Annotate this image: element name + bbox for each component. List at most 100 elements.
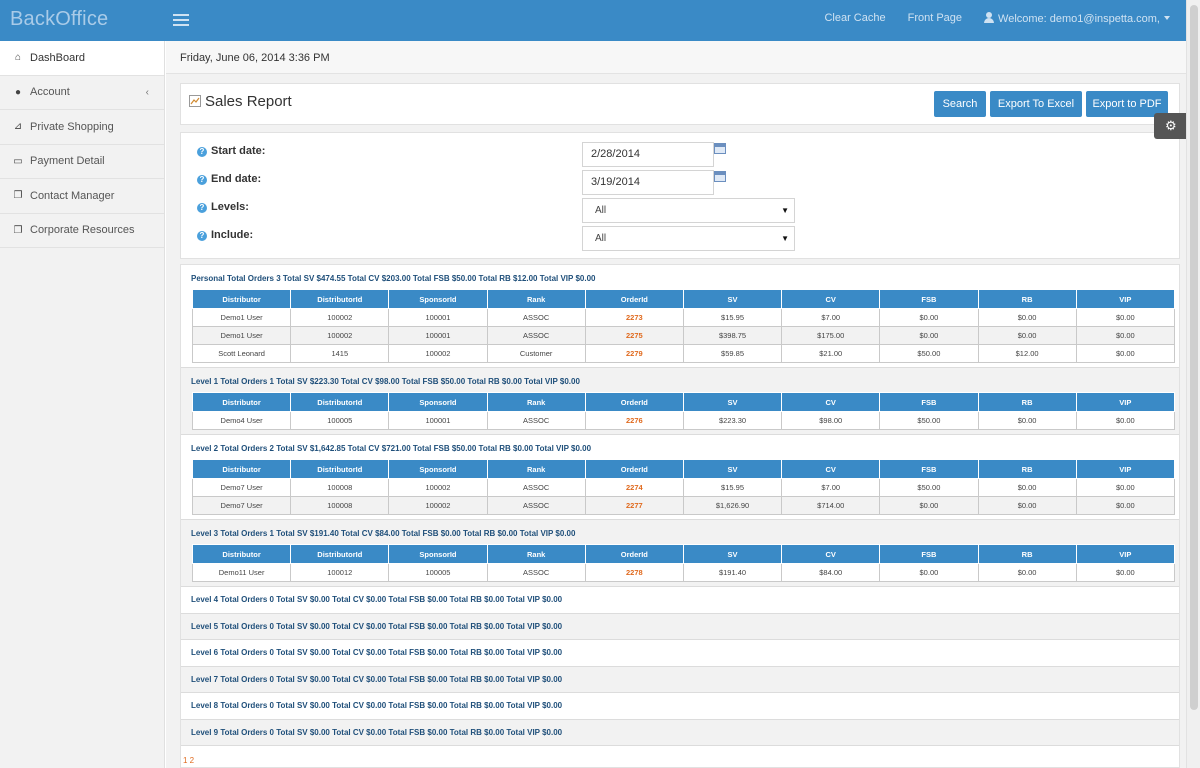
order-id-link[interactable]: 2277 [584,496,684,515]
column-header[interactable]: SponsorId [388,392,488,412]
user-icon: ● [14,86,22,98]
table-cell: $0.00 [977,563,1077,582]
column-header[interactable]: OrderId [584,289,684,309]
column-header[interactable]: SponsorId [388,459,488,479]
column-header[interactable]: Rank [486,544,586,564]
table-cell: $50.00 [879,411,979,430]
order-id-link[interactable]: 2278 [584,563,684,582]
start-date-input[interactable]: 2/28/2014 [582,142,714,167]
orders-table: Distributor DistributorId SponsorId Rank Ord… [191,289,1176,363]
column-header[interactable]: Rank [486,392,586,412]
dropdown-arrow-icon: ▼ [781,234,789,243]
empty-level-section: Level 9 Total Orders 0 Total SV $0.00 To… [181,719,1179,746]
column-header[interactable]: SponsorId [388,289,488,309]
start-date-label: ? Start date: [197,145,265,157]
table-row: Demo4 User 100005 100001 ASSOC 2276 $223.30 $9… [191,411,1176,430]
export-excel-button[interactable]: Export To Excel [990,91,1082,117]
user-menu[interactable]: Welcome: demo1@inspetta.com, [984,12,1170,25]
dropdown-arrow-icon: ▼ [781,206,789,215]
search-button[interactable]: Search [934,91,986,117]
column-header[interactable]: SV [682,544,783,564]
table-row: Demo7 User 100008 100002 ASSOC 2277 $1,626.90… [191,496,1176,515]
column-header[interactable]: DistributorId [290,459,390,479]
column-header[interactable]: Distributor [191,544,292,564]
column-header[interactable]: FSB [879,544,979,564]
sidebar: ⌂ DashBoard ● Account ‹ ⊿ Private Shoppi… [0,41,165,768]
column-header[interactable]: CV [781,459,881,479]
report-panel: Personal Total Orders 3 Total SV $474.55… [180,264,1180,768]
column-header[interactable]: VIP [1075,392,1176,412]
column-header[interactable]: VIP [1075,544,1176,564]
column-header[interactable]: CV [781,289,881,309]
column-header[interactable]: SV [682,392,783,412]
order-id-link[interactable]: 2279 [584,344,684,363]
column-header[interactable]: OrderId [584,392,684,412]
table-cell: $0.00 [1075,308,1176,327]
column-header[interactable]: SV [682,289,783,309]
column-header[interactable]: DistributorId [290,289,390,309]
order-id-link[interactable]: 2275 [584,326,684,345]
sidebar-item-account[interactable]: ● Account ‹ [0,76,164,110]
sidebar-item-private-shopping[interactable]: ⊿ Private Shopping [0,110,164,145]
order-id-link[interactable]: 2273 [584,308,684,327]
table-cell: $84.00 [781,563,881,582]
clear-cache-link[interactable]: Clear Cache [824,12,886,24]
column-header[interactable]: RB [977,289,1077,309]
table-row: Demo11 User 100012 100005 ASSOC 2278 $191.40 $… [191,563,1176,582]
column-header[interactable]: Rank [486,289,586,309]
column-header[interactable]: Distributor [191,289,292,309]
pagination[interactable]: 1 2 [183,756,195,765]
table-cell: 100001 [388,308,488,327]
levels-select[interactable]: All ▼ [582,198,795,223]
column-header[interactable]: Distributor [191,392,292,412]
column-header[interactable]: DistributorId [290,544,390,564]
column-header[interactable]: FSB [879,392,979,412]
table-cell: $0.00 [1075,326,1176,345]
export-pdf-button[interactable]: Export to PDF [1086,91,1168,117]
front-page-link[interactable]: Front Page [907,12,963,24]
order-id-link[interactable]: 2276 [584,411,684,430]
column-header[interactable]: VIP [1075,459,1176,479]
column-header[interactable]: SV [682,459,783,479]
scrollbar-thumb[interactable] [1190,5,1198,710]
table-cell: $0.00 [879,308,979,327]
main-content: Friday, June 06, 2014 3:36 PM Sales Repo… [166,41,1186,768]
column-header[interactable]: RB [977,544,1077,564]
column-header[interactable]: OrderId [584,544,684,564]
menu-toggle-icon[interactable] [173,14,189,26]
sidebar-item-corporate-resources[interactable]: ❐ Corporate Resources [0,214,164,248]
column-header[interactable]: OrderId [584,459,684,479]
scrollbar[interactable] [1186,0,1200,768]
table-cell: $0.00 [1075,478,1176,497]
column-header[interactable]: SponsorId [388,544,488,564]
level-summary: Level 9 Total Orders 0 Total SV $0.00 To… [191,727,563,737]
column-header[interactable]: Rank [486,459,586,479]
sidebar-item-payment-detail[interactable]: ▭ Payment Detail [0,145,164,179]
settings-button[interactable]: ⚙ [1154,113,1188,139]
end-date-input[interactable]: 3/19/2014 [582,170,714,195]
level-summary: Level 2 Total Orders 2 Total SV $1,642.8… [191,444,592,453]
table-cell: $0.00 [977,478,1077,497]
column-header[interactable]: RB [977,392,1077,412]
sidebar-item-dashboard[interactable]: ⌂ DashBoard [0,41,164,76]
table-cell: $12.00 [977,344,1077,363]
column-header[interactable]: DistributorId [290,392,390,412]
sidebar-item-contact-manager[interactable]: ❐ Contact Manager [0,179,164,214]
column-header[interactable]: FSB [879,289,979,309]
order-id-link[interactable]: 2274 [584,478,684,497]
column-header[interactable]: CV [781,392,881,412]
level-summary: Level 7 Total Orders 0 Total SV $0.00 To… [191,674,563,684]
table-cell: Demo1 User [191,326,292,345]
calendar-icon[interactable] [714,143,726,154]
brand-logo[interactable]: BackOffice [10,8,109,30]
table-cell: 100002 [290,326,390,345]
column-header[interactable]: FSB [879,459,979,479]
column-header[interactable]: CV [781,544,881,564]
column-header[interactable]: RB [977,459,1077,479]
empty-level-section: Level 5 Total Orders 0 Total SV $0.00 To… [181,613,1179,640]
include-select[interactable]: All ▼ [582,226,795,251]
column-header[interactable]: VIP [1075,289,1176,309]
column-header[interactable]: Distributor [191,459,292,479]
calendar-icon[interactable] [714,171,726,182]
table-cell: Demo1 User [191,308,292,327]
